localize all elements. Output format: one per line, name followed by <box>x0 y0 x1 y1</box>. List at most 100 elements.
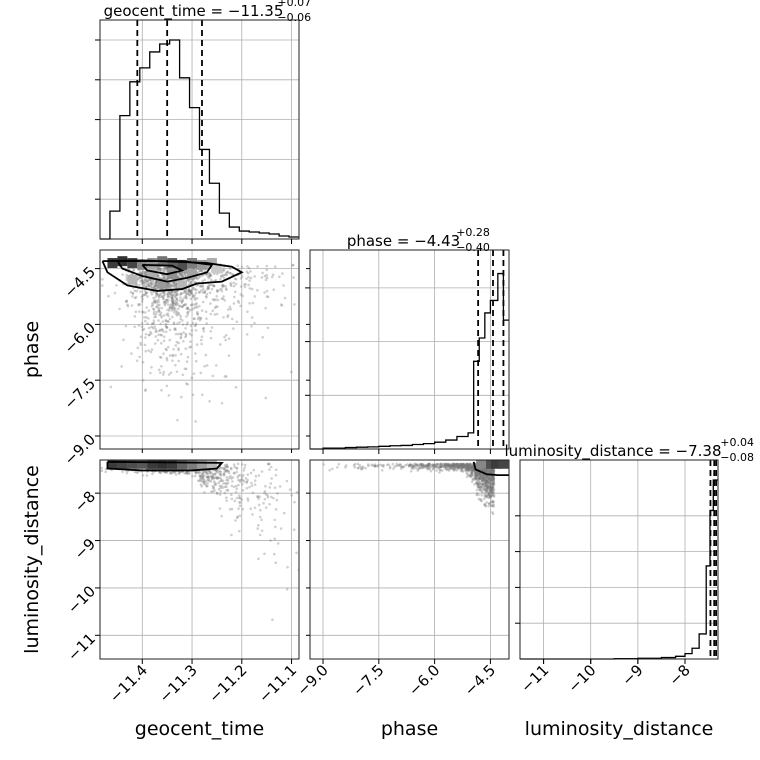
scatter-point <box>414 466 418 470</box>
scatter-point <box>157 267 161 271</box>
scatter-point <box>492 476 496 479</box>
scatter-point <box>482 503 486 506</box>
scatter-point <box>141 297 144 301</box>
y-tick-label-phase-3: −4.5 <box>61 263 99 301</box>
scatter-point <box>229 281 232 285</box>
scatter-point <box>165 265 168 269</box>
scatter-point <box>452 463 456 466</box>
x-tick-label-geocent_time-3: −11.1 <box>255 661 300 706</box>
scatter-point <box>213 313 217 316</box>
scatter-point <box>474 478 478 481</box>
scatter-point <box>490 478 494 482</box>
scatter-point <box>215 294 219 298</box>
scatter-point <box>263 274 267 278</box>
scatter-point <box>196 471 199 475</box>
scatter-point <box>492 478 495 482</box>
scatter-point <box>260 518 263 522</box>
scatter-point <box>491 476 495 479</box>
density-bin <box>177 259 188 270</box>
scatter-point <box>176 302 180 306</box>
scatter-point <box>188 293 191 296</box>
scatter-point <box>491 469 495 473</box>
scatter-point <box>163 269 167 272</box>
scatter-point <box>465 462 469 466</box>
scatter-point <box>426 462 430 466</box>
scatter-point <box>192 317 196 321</box>
scatter-point <box>481 479 484 482</box>
scatter-point <box>485 479 488 483</box>
scatter-point <box>265 289 269 293</box>
scatter-point <box>178 304 181 308</box>
scatter-point <box>188 290 192 294</box>
scatter-point <box>441 465 445 469</box>
scatter-point <box>145 474 149 477</box>
scatter-point <box>165 325 169 329</box>
scatter-point <box>215 476 219 480</box>
scatter-point <box>481 468 485 471</box>
scatter-point <box>461 464 465 467</box>
scatter-point <box>256 494 260 498</box>
scatter-point <box>168 309 171 312</box>
scatter-point <box>171 304 175 307</box>
scatter-point <box>171 315 174 319</box>
scatter-point <box>131 292 135 295</box>
scatter-point <box>145 316 148 319</box>
scatter-point <box>218 493 222 496</box>
scatter-point <box>453 465 456 469</box>
scatter-point <box>462 465 466 469</box>
scatter-point <box>464 467 468 471</box>
scatter-point <box>491 483 495 487</box>
scatter-point <box>185 360 189 363</box>
scatter-point <box>490 491 493 494</box>
scatter-point <box>258 508 262 512</box>
scatter-point <box>183 289 187 293</box>
scatter-point <box>165 356 169 360</box>
scatter-point <box>454 464 458 468</box>
y-tick-label-luminosity_distance-2: −9 <box>71 535 99 563</box>
scatter-point <box>247 266 251 270</box>
scatter-point <box>428 467 431 471</box>
scatter-point <box>484 470 488 473</box>
scatter-point <box>492 468 495 472</box>
panel-2d-content-1 <box>100 460 299 659</box>
scatter-point <box>212 476 215 480</box>
scatter-point <box>489 470 493 473</box>
scatter-point <box>164 330 168 334</box>
scatter-point <box>174 283 177 287</box>
scatter-point <box>217 468 221 471</box>
scatter-point <box>489 486 493 489</box>
scatter-point <box>211 309 215 313</box>
scatter-point <box>212 480 216 483</box>
scatter-point <box>212 284 216 287</box>
scatter-point <box>182 331 185 334</box>
scatter-point <box>474 475 478 478</box>
scatter-point <box>269 465 273 469</box>
scatter-point <box>268 486 272 489</box>
scatter-point <box>470 464 473 468</box>
scatter-point <box>488 469 491 472</box>
scatter-point <box>227 469 231 473</box>
scatter-point <box>174 473 178 476</box>
scatter-point <box>491 493 494 497</box>
scatter-point <box>177 341 180 345</box>
scatter-point <box>193 324 197 327</box>
scatter-point <box>152 307 156 311</box>
scatter-point <box>475 477 478 481</box>
scatter-point <box>205 295 208 299</box>
scatter-point <box>151 283 154 286</box>
scatter-point <box>356 466 360 470</box>
scatter-point <box>353 462 357 466</box>
scatter-point <box>480 474 483 478</box>
scatter-point <box>432 465 435 468</box>
scatter-point <box>485 475 488 479</box>
scatter-point <box>167 314 170 318</box>
scatter-point <box>158 355 162 359</box>
scatter-point <box>205 484 208 488</box>
scatter-point <box>392 467 395 470</box>
scatter-point <box>207 478 210 482</box>
scatter-point <box>256 265 259 268</box>
scatter-point <box>158 267 162 271</box>
scatter-point <box>203 291 207 295</box>
scatter-point <box>487 496 491 500</box>
scatter-point <box>490 487 493 490</box>
